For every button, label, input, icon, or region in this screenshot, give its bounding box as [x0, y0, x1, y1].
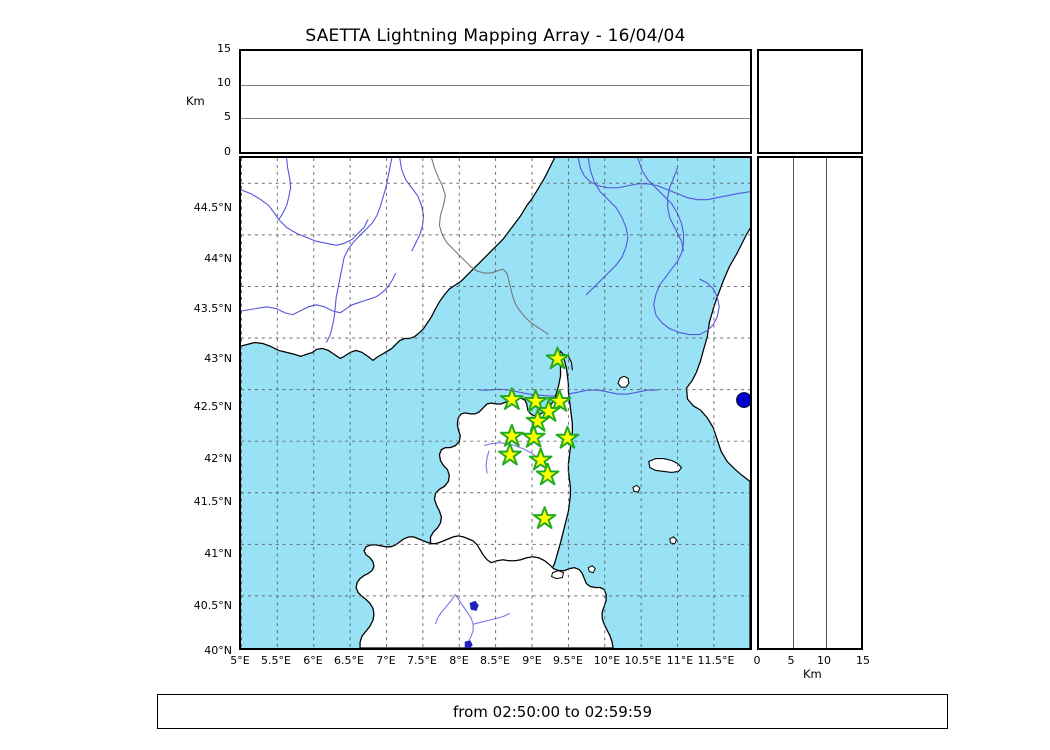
station-star — [499, 387, 524, 410]
river-sardinia-3 — [473, 612, 511, 625]
right-tick-15: 15 — [856, 654, 870, 667]
river-sardinia-2 — [434, 594, 456, 625]
lon-tick-6.5: 6.5°E — [334, 654, 364, 667]
island-pianosa — [669, 536, 678, 545]
gridline-km-10 — [826, 158, 828, 648]
gridline-alt-5 — [241, 118, 750, 120]
station-star — [536, 399, 561, 422]
station-star — [545, 346, 570, 370]
lat-tick-41.5: 41.5°N — [193, 495, 232, 508]
river-sardinia-tirso — [454, 594, 474, 648]
alt-tick-15: 15 — [217, 42, 231, 55]
lon-tick-5: 5°E — [230, 654, 250, 667]
alt-tick-10: 10 — [217, 76, 231, 89]
right-axis-label: Km — [803, 667, 822, 681]
gridline-alt-10 — [241, 84, 750, 86]
river-italy-arno — [585, 158, 629, 296]
landmass-france — [241, 158, 556, 362]
station-star — [499, 423, 524, 447]
island-capraia — [617, 375, 630, 388]
station-star — [532, 506, 557, 529]
altitude-latitude-panel — [757, 156, 863, 650]
right-tick-0: 0 — [753, 654, 761, 667]
lat-tick-40.5: 40.5°N — [193, 599, 232, 612]
time-range-statusbar: from 02:50:00 to 02:59:59 — [157, 694, 948, 729]
river-tributary-a — [399, 158, 425, 252]
gridline-km-5 — [792, 158, 794, 648]
lat-tick-40: 40°N — [204, 644, 232, 657]
island-maddalena — [550, 570, 565, 580]
lon-tick-7.5: 7.5°E — [407, 654, 437, 667]
island-montecristo — [632, 484, 641, 493]
lon-tick-8: 8°E — [449, 654, 469, 667]
river-tiber — [637, 158, 720, 336]
station-star — [555, 425, 580, 449]
lon-tick-5.5: 5.5°E — [261, 654, 291, 667]
lat-tick-43: 43°N — [204, 352, 232, 365]
lon-tick-11: 11°E — [666, 654, 694, 667]
river-corsica-tavignano — [485, 450, 490, 474]
altitude-longitude-panel — [239, 49, 752, 154]
page-title: SAETTA Lightning Mapping Array - 16/04/0… — [305, 26, 686, 46]
alt-tick-5: 5 — [224, 110, 231, 123]
corner-panel — [757, 49, 863, 154]
station-markers[interactable] — [497, 346, 580, 529]
station-star — [521, 424, 546, 448]
lat-tick-44: 44°N — [204, 252, 232, 265]
landmass-sardinia — [355, 535, 614, 648]
lon-tick-10: 10°E — [593, 654, 621, 667]
station-star — [547, 389, 572, 412]
station-star — [525, 408, 550, 432]
lat-tick-42.5: 42.5°N — [193, 400, 232, 413]
island-giglio — [587, 565, 596, 574]
lat-tick-44.5: 44.5°N — [193, 201, 232, 214]
time-range-text: from 02:50:00 to 02:59:59 — [452, 702, 652, 721]
lat-tick-42: 42°N — [204, 452, 232, 465]
lon-tick-8.5: 8.5°E — [480, 654, 510, 667]
lat-tick-41: 41°N — [204, 547, 232, 560]
lon-tick-7: 7°E — [376, 654, 396, 667]
station-star — [535, 462, 560, 486]
island-elba — [648, 458, 683, 473]
river-south-france — [241, 272, 397, 316]
lat-tick-43.5: 43.5°N — [193, 302, 232, 315]
station-star — [528, 447, 553, 471]
station-star — [523, 389, 548, 412]
lon-tick-10.5: 10.5°E — [624, 654, 662, 667]
border-france-italy — [430, 158, 549, 336]
map-canvas — [241, 158, 750, 648]
lake-sardinia-2 — [464, 640, 473, 648]
right-tick-5: 5 — [787, 654, 795, 667]
station-star — [497, 442, 522, 466]
altitude-axis-label: Km — [186, 94, 205, 108]
river-tributary-b — [667, 167, 685, 252]
river-branch-2 — [278, 219, 369, 246]
lon-tick-11.5: 11.5°E — [697, 654, 735, 667]
lon-tick-9: 9°E — [522, 654, 542, 667]
landmass-continental-europe — [685, 158, 750, 648]
lake-sardinia-1 — [469, 600, 479, 611]
source-marker[interactable] — [736, 392, 750, 408]
map-panel[interactable] — [239, 156, 752, 650]
alt-tick-0: 0 — [224, 145, 231, 158]
lon-tick-9.5: 9.5°E — [553, 654, 583, 667]
lon-tick-6: 6°E — [303, 654, 323, 667]
river-branch-west — [241, 158, 292, 221]
right-tick-10: 10 — [817, 654, 831, 667]
